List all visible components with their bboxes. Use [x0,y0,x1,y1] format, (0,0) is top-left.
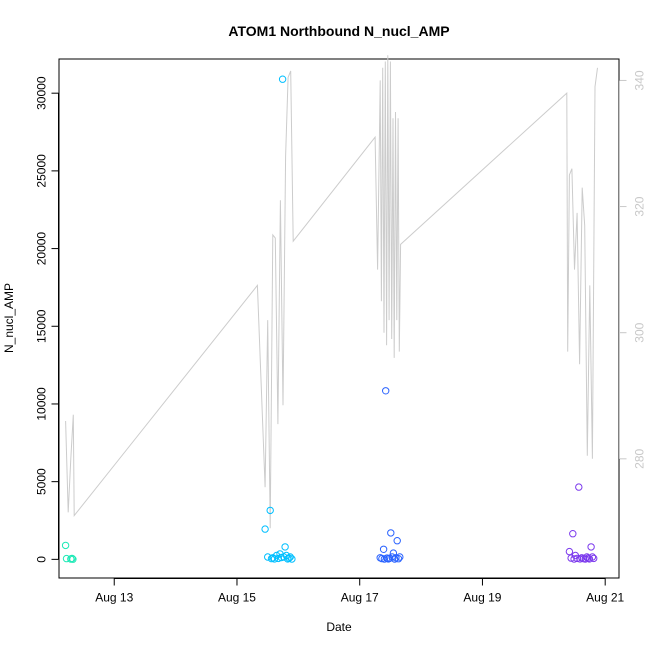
data-point-group-3 [383,554,391,562]
data-point-group-2 [285,554,293,562]
y-tick-label: 25000 [35,154,49,188]
data-point-group-2 [274,554,282,563]
right-y-tick-label: 280 [633,448,647,468]
data-point-group-4 [581,555,589,563]
y-axis-title: N_nucl_AMP [2,283,16,353]
data-point-group-2 [286,553,294,561]
data-point-group-3 [396,553,404,561]
data-point-group-4 [588,553,597,561]
data-point-group-4 [587,543,595,551]
right-axis-line-layer [65,55,598,529]
right-y-tick-label: 340 [633,70,647,90]
data-point-group-2 [261,525,269,533]
data-point-group-2 [281,543,289,551]
data-point-group-4 [565,547,574,556]
x-axis: Aug 13 Aug 15 Aug 17 Aug 19 Aug 21 [95,578,625,605]
x-tick-label: Aug 21 [586,591,624,605]
data-point-group-2 [288,555,296,563]
y-tick-label: 15000 [35,309,49,343]
y-axis: 0 5000 10000 15000 20000 25000 30000 [35,76,59,563]
data-point-group-4 [584,554,592,562]
data-point-group-1 [69,555,77,563]
y-tick-label: 5000 [35,468,49,495]
data-point-group-2 [266,506,274,515]
x-tick-label: Aug 15 [218,591,256,605]
data-point-group-3 [393,537,401,545]
data-point-group-2 [269,554,277,562]
right-y-tick-label: 320 [633,196,647,216]
right-y-axis: 280 300 320 340 [619,70,647,469]
x-axis-title: Date [326,620,352,634]
right-y-tick-label: 300 [633,322,647,342]
x-tick-label: Aug 17 [341,591,379,605]
plot-frame [58,58,620,579]
points-layer [61,75,598,563]
data-point-group-3 [379,545,388,553]
data-point-group-4 [575,483,583,491]
data-point-group-1 [68,554,76,563]
x-tick-label: Aug 13 [95,591,133,605]
data-point-group-2 [282,551,291,560]
data-point-group-4 [569,530,577,538]
data-point-group-2 [264,553,272,561]
y-tick-label: 0 [35,556,49,563]
y-tick-label: 30000 [35,76,49,110]
data-point-group-4 [576,555,584,563]
data-point-group-2 [278,75,287,83]
data-point-group-4 [590,554,598,563]
x-tick-label: Aug 19 [463,591,501,605]
data-point-group-3 [391,555,399,563]
data-point-group-1 [61,541,70,550]
data-point-group-3 [387,529,395,537]
data-point-group-3 [382,387,390,395]
data-point-group-3 [394,555,403,563]
y-tick-label: 20000 [35,232,49,266]
y-tick-label: 10000 [35,387,49,421]
right-axis-series-line [65,55,598,529]
chart-title: ATOM1 Northbound N_nucl_AMP [228,23,449,39]
